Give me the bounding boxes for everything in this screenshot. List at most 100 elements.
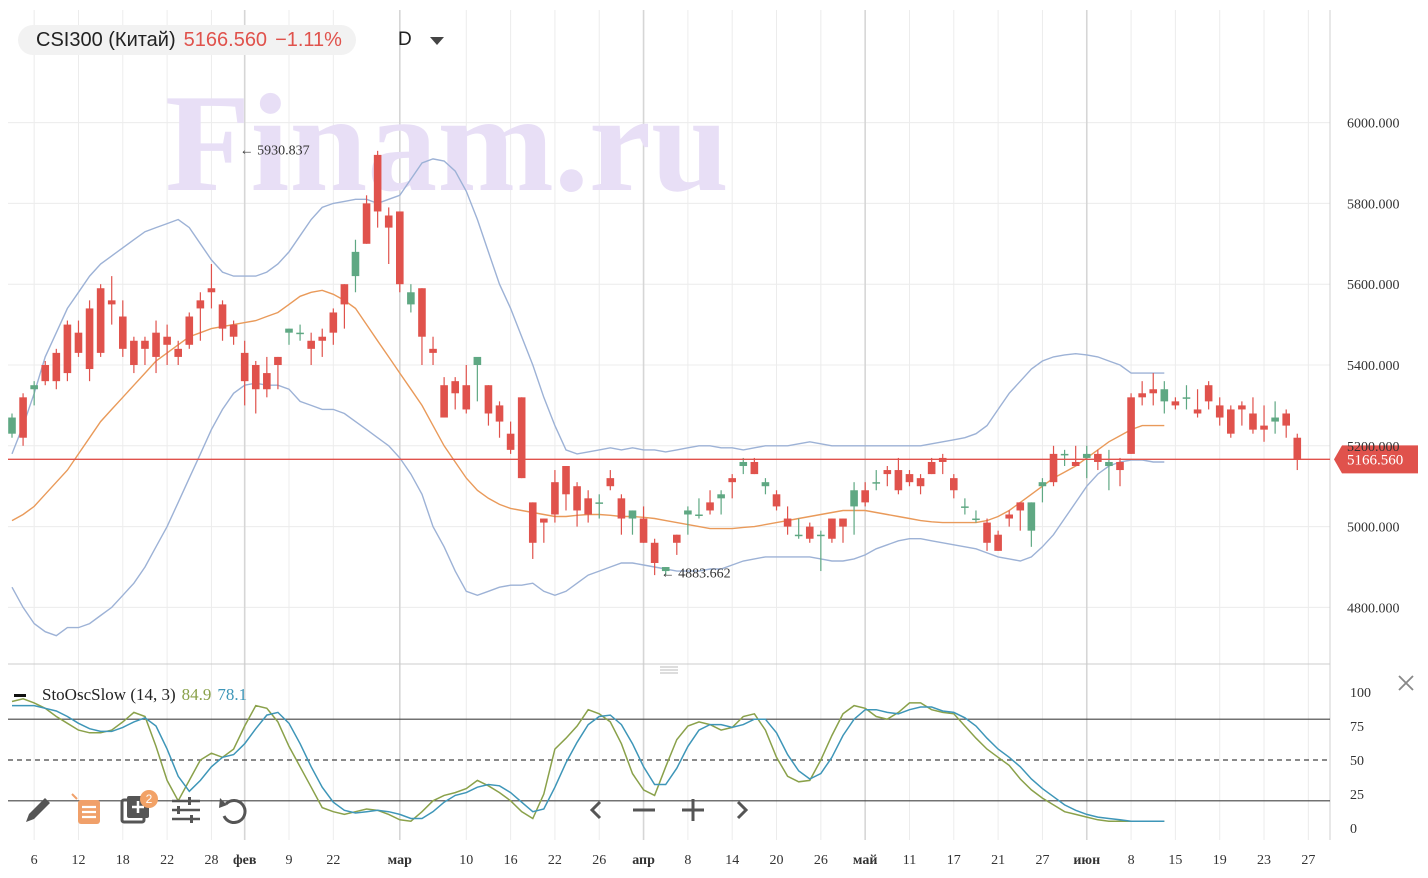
stoch-tick-label: 75 (1350, 720, 1364, 735)
indicator-legend: StoOscSlow (14, 3) 84.9 78.1 (14, 685, 247, 705)
candle (761, 478, 770, 495)
candle (240, 340, 249, 406)
candle (41, 360, 50, 386)
bb-lower-line (11, 382, 1165, 637)
time-axis[interactable]: 6 12 18 22 28 фев 9 22 мар 10 16 22 26 апр 8 14 20 26 май 1… (31, 853, 1316, 868)
candle-body (772, 494, 781, 507)
candle-body (606, 478, 615, 487)
price-tick-label: 5400.000 (1347, 359, 1400, 374)
candle-body (728, 478, 736, 483)
chevron-left-icon[interactable] (578, 792, 614, 828)
candle-body (805, 526, 814, 539)
candle-body (994, 534, 1002, 551)
candle-body (706, 502, 714, 511)
candle (462, 365, 471, 414)
candle-body (340, 284, 349, 305)
chevron-down-icon[interactable] (430, 37, 444, 45)
candle-body (318, 336, 327, 341)
candle (861, 482, 869, 507)
candle-body (1049, 453, 1058, 483)
candle (85, 300, 94, 382)
candle-body (828, 518, 836, 539)
candle (96, 284, 105, 357)
candle (894, 457, 903, 495)
candle-body (130, 340, 138, 365)
candle-body (695, 514, 703, 516)
candle-body (1038, 482, 1047, 487)
candle-body (1071, 461, 1080, 467)
settings-sliders-icon[interactable] (168, 792, 204, 828)
time-tick-label: 27 (1301, 853, 1315, 868)
candle-body (817, 534, 825, 537)
pencil-icon[interactable] (20, 792, 56, 828)
candle-body (373, 154, 382, 212)
candle-body (850, 490, 858, 507)
candle-body (1227, 409, 1235, 434)
interval-selector[interactable]: D (398, 29, 412, 50)
candle-body (451, 381, 459, 394)
candle-body (1005, 514, 1013, 519)
candle (440, 377, 448, 418)
candle-body (872, 482, 881, 484)
candle (1027, 502, 1036, 547)
time-tick-label: фев (233, 853, 257, 868)
candle-body (141, 340, 149, 349)
time-tick-label: 21 (991, 853, 1005, 868)
list-icon[interactable] (70, 792, 106, 828)
candlesticks (8, 150, 1302, 576)
candle-body (407, 292, 415, 305)
price-axis[interactable]: 6000.000 5800.000 5600.000 5400.000 5200.000… (1347, 117, 1400, 617)
candle-body (1215, 405, 1224, 418)
symbol-header[interactable]: CSI300 (Китай) 5166.560 −1.11% (18, 25, 356, 55)
candle-body (1016, 502, 1025, 511)
candle (484, 385, 493, 426)
candle (451, 377, 459, 410)
candle (429, 336, 437, 365)
candle-body (1127, 397, 1135, 454)
candle (251, 360, 260, 414)
candle-body (905, 474, 914, 483)
chart-grid (8, 10, 1331, 840)
candle (673, 534, 681, 555)
price-annotation: ← 4883.662 (661, 567, 731, 582)
candle (1204, 381, 1213, 410)
candle (340, 284, 349, 329)
bollinger-bands (11, 158, 1165, 637)
candle-body (96, 288, 105, 353)
candle (74, 320, 83, 357)
candle (274, 356, 282, 390)
time-tick-label: мар (388, 853, 412, 868)
candle (839, 518, 847, 543)
close-icon[interactable] (1396, 673, 1416, 693)
plus-icon[interactable] (675, 792, 711, 828)
candle-body (983, 522, 991, 543)
candle (706, 490, 714, 515)
candle (307, 332, 315, 365)
candle (750, 457, 759, 475)
candle (107, 276, 116, 325)
candle-body (119, 316, 127, 349)
splitter-grip (660, 666, 678, 674)
candle-body (251, 365, 260, 390)
candle (1260, 405, 1268, 442)
candle (163, 324, 171, 365)
chevron-right-icon[interactable] (724, 792, 760, 828)
candle-body (163, 336, 171, 345)
candle (52, 348, 61, 390)
candle-body (1238, 405, 1246, 410)
candle (1160, 381, 1169, 414)
candle (8, 413, 16, 438)
candle (972, 510, 980, 523)
candle-body (240, 352, 249, 382)
candle-body (927, 461, 936, 475)
candle (872, 470, 881, 491)
minus-icon[interactable] (626, 792, 662, 828)
candle (196, 292, 205, 341)
candle-body (506, 433, 515, 450)
candle (1215, 397, 1224, 426)
time-tick-label: май (853, 853, 878, 868)
undo-icon[interactable] (216, 792, 252, 828)
candle-body (540, 518, 548, 523)
panel-splitter[interactable] (660, 666, 678, 674)
